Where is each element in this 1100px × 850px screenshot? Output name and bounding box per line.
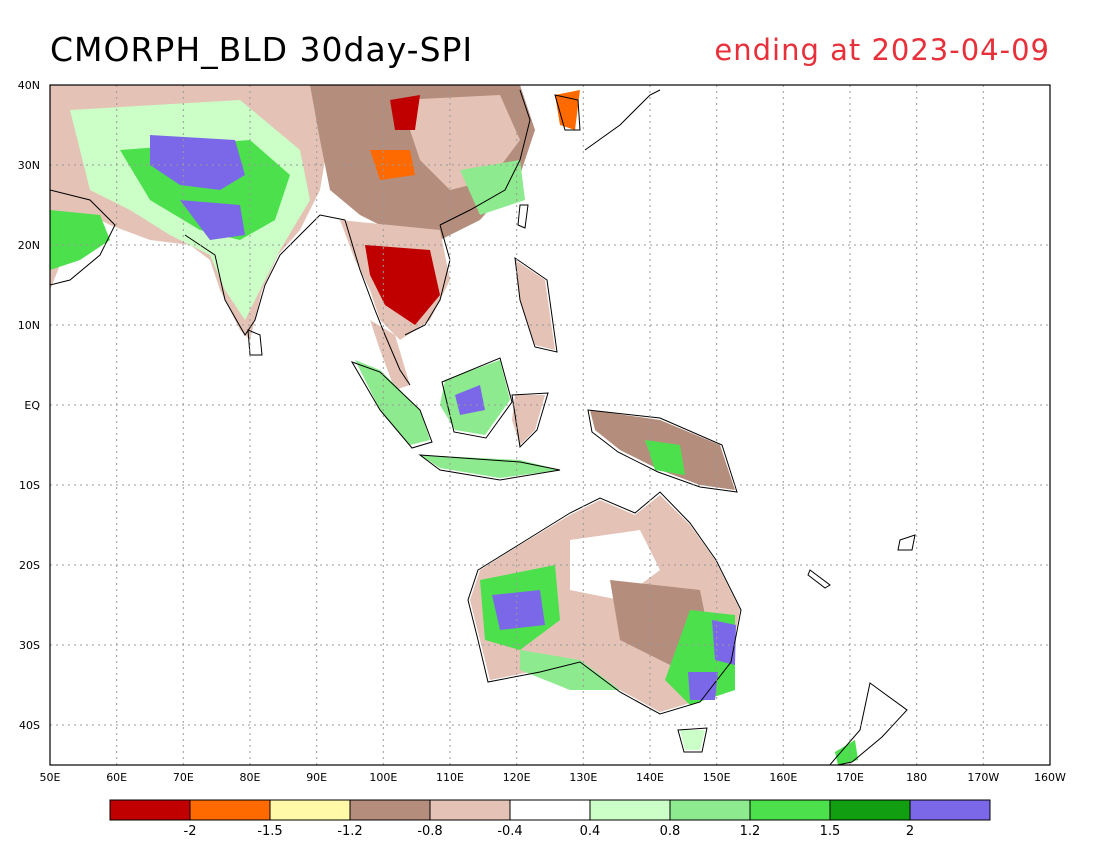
colorbar: -2 -1.5 -1.2 -0.8 -0.4 0.4 0.8 1.2 1.5 2 (109, 799, 991, 839)
region-sumatra (355, 360, 430, 445)
coast-sulawesi (511, 392, 549, 449)
lon-label: 170E (836, 771, 864, 784)
coast-taiwan (517, 204, 529, 229)
coast-india (184, 214, 346, 336)
coast-korea (554, 94, 581, 131)
colorbar-label: 2 (906, 824, 914, 839)
colorbar-swatch (829, 799, 911, 821)
lat-label: 10S (19, 479, 40, 492)
patch-nz-green (835, 740, 858, 765)
patch-aus-purple-se (688, 672, 718, 700)
map-title: CMORPH_BLD 30day-SPI (50, 30, 474, 69)
patch-arabia-green (50, 210, 110, 270)
colorbar-swatch (509, 799, 591, 821)
lat-label: 40S (19, 719, 40, 732)
lat-label: 30S (19, 639, 40, 652)
lon-label: 120E (503, 771, 531, 784)
coast-indochina-e (404, 224, 451, 336)
colorbar-swatch (589, 799, 671, 821)
coast-indochina (344, 219, 411, 386)
region-philippines (515, 260, 555, 350)
lat-label: 30N (18, 159, 40, 172)
lat-label: EQ (24, 399, 40, 412)
map-border (49, 84, 1051, 766)
spi-field (50, 85, 905, 765)
coast-borneo (441, 357, 513, 439)
lon-label: 80E (240, 771, 261, 784)
region-sulawesi (512, 395, 545, 445)
lon-label: 140E (636, 771, 664, 784)
coast-tasmania (677, 727, 708, 753)
colorbar-swatch (349, 799, 431, 821)
coast-philippines (514, 256, 558, 353)
colorbar-swatch (909, 799, 991, 821)
lon-label: 60E (106, 771, 127, 784)
patch-ng-green (645, 440, 685, 475)
patch-china-red2 (390, 95, 420, 130)
colorbar-label: -0.8 (417, 824, 442, 839)
patch-borneo-purple (455, 385, 485, 415)
lon-label: 100E (369, 771, 397, 784)
coast-japan (584, 89, 661, 151)
patch-india-purple2 (180, 200, 245, 240)
lat-labels: 40N 30N 20N 10N EQ 10S 20S 30S 40S (18, 79, 41, 732)
lat-label: 40N (18, 79, 40, 92)
coast-new-guinea (587, 409, 738, 493)
colorbar-swatch (189, 799, 271, 821)
colorbar-swatch (749, 799, 831, 821)
lon-label: 90E (306, 771, 327, 784)
lon-label: 130E (569, 771, 597, 784)
lon-label: 180 (906, 771, 927, 784)
lat-label: 10N (18, 319, 40, 332)
colorbar-label: -1.5 (257, 824, 282, 839)
colorbar-label: 0.8 (660, 824, 681, 839)
map-subtitle: ending at 2023-04-09 (714, 33, 1050, 67)
region-japan (555, 90, 580, 130)
colorbar-label: 1.2 (740, 824, 761, 839)
coast-australia (467, 491, 742, 715)
lat-label: 20N (18, 239, 40, 252)
lon-label: 160E (769, 771, 797, 784)
lon-labels: 50E 60E 70E 80E 90E 100E 110E 120E 130E 140E 150E 1… (40, 771, 1067, 784)
colorbar-label: 0.4 (580, 824, 601, 839)
patch-aus-purple-e (712, 620, 736, 665)
coast-china-e (439, 89, 531, 226)
coast-sumatra (350, 361, 433, 449)
coast-new-zealand (829, 682, 908, 765)
patch-aus-purple-w (492, 590, 545, 630)
lon-label: 50E (40, 771, 61, 784)
region-malay (370, 320, 410, 390)
region-java (420, 455, 560, 478)
lon-label: 170W (967, 771, 999, 784)
gridlines (50, 85, 1050, 765)
patch-india-purple (150, 135, 245, 190)
colorbar-swatch (269, 799, 351, 821)
lon-label: 110E (436, 771, 464, 784)
colorbar-swatch (669, 799, 751, 821)
coast-newcaledonia (807, 569, 831, 589)
patch-china-green (460, 160, 525, 215)
colorbar-label: 1.5 (820, 824, 841, 839)
lon-label: 160W (1034, 771, 1066, 784)
lon-label: 70E (173, 771, 194, 784)
colorbar-swatch (429, 799, 511, 821)
lat-label: 20S (19, 559, 40, 572)
colorbar-label: -0.4 (497, 824, 522, 839)
coast-java (418, 454, 561, 481)
coast-srilanka (247, 329, 263, 356)
coast-arabia (50, 189, 116, 286)
patch-aus-green-s (520, 650, 620, 690)
colorbar-label: -1.2 (337, 824, 362, 839)
coast-fiji (897, 534, 916, 551)
coastlines (50, 89, 916, 765)
lon-label: 150E (703, 771, 731, 784)
region-tasmania (680, 730, 705, 750)
colorbar-swatch (109, 799, 191, 821)
colorbar-label: -2 (184, 824, 197, 839)
